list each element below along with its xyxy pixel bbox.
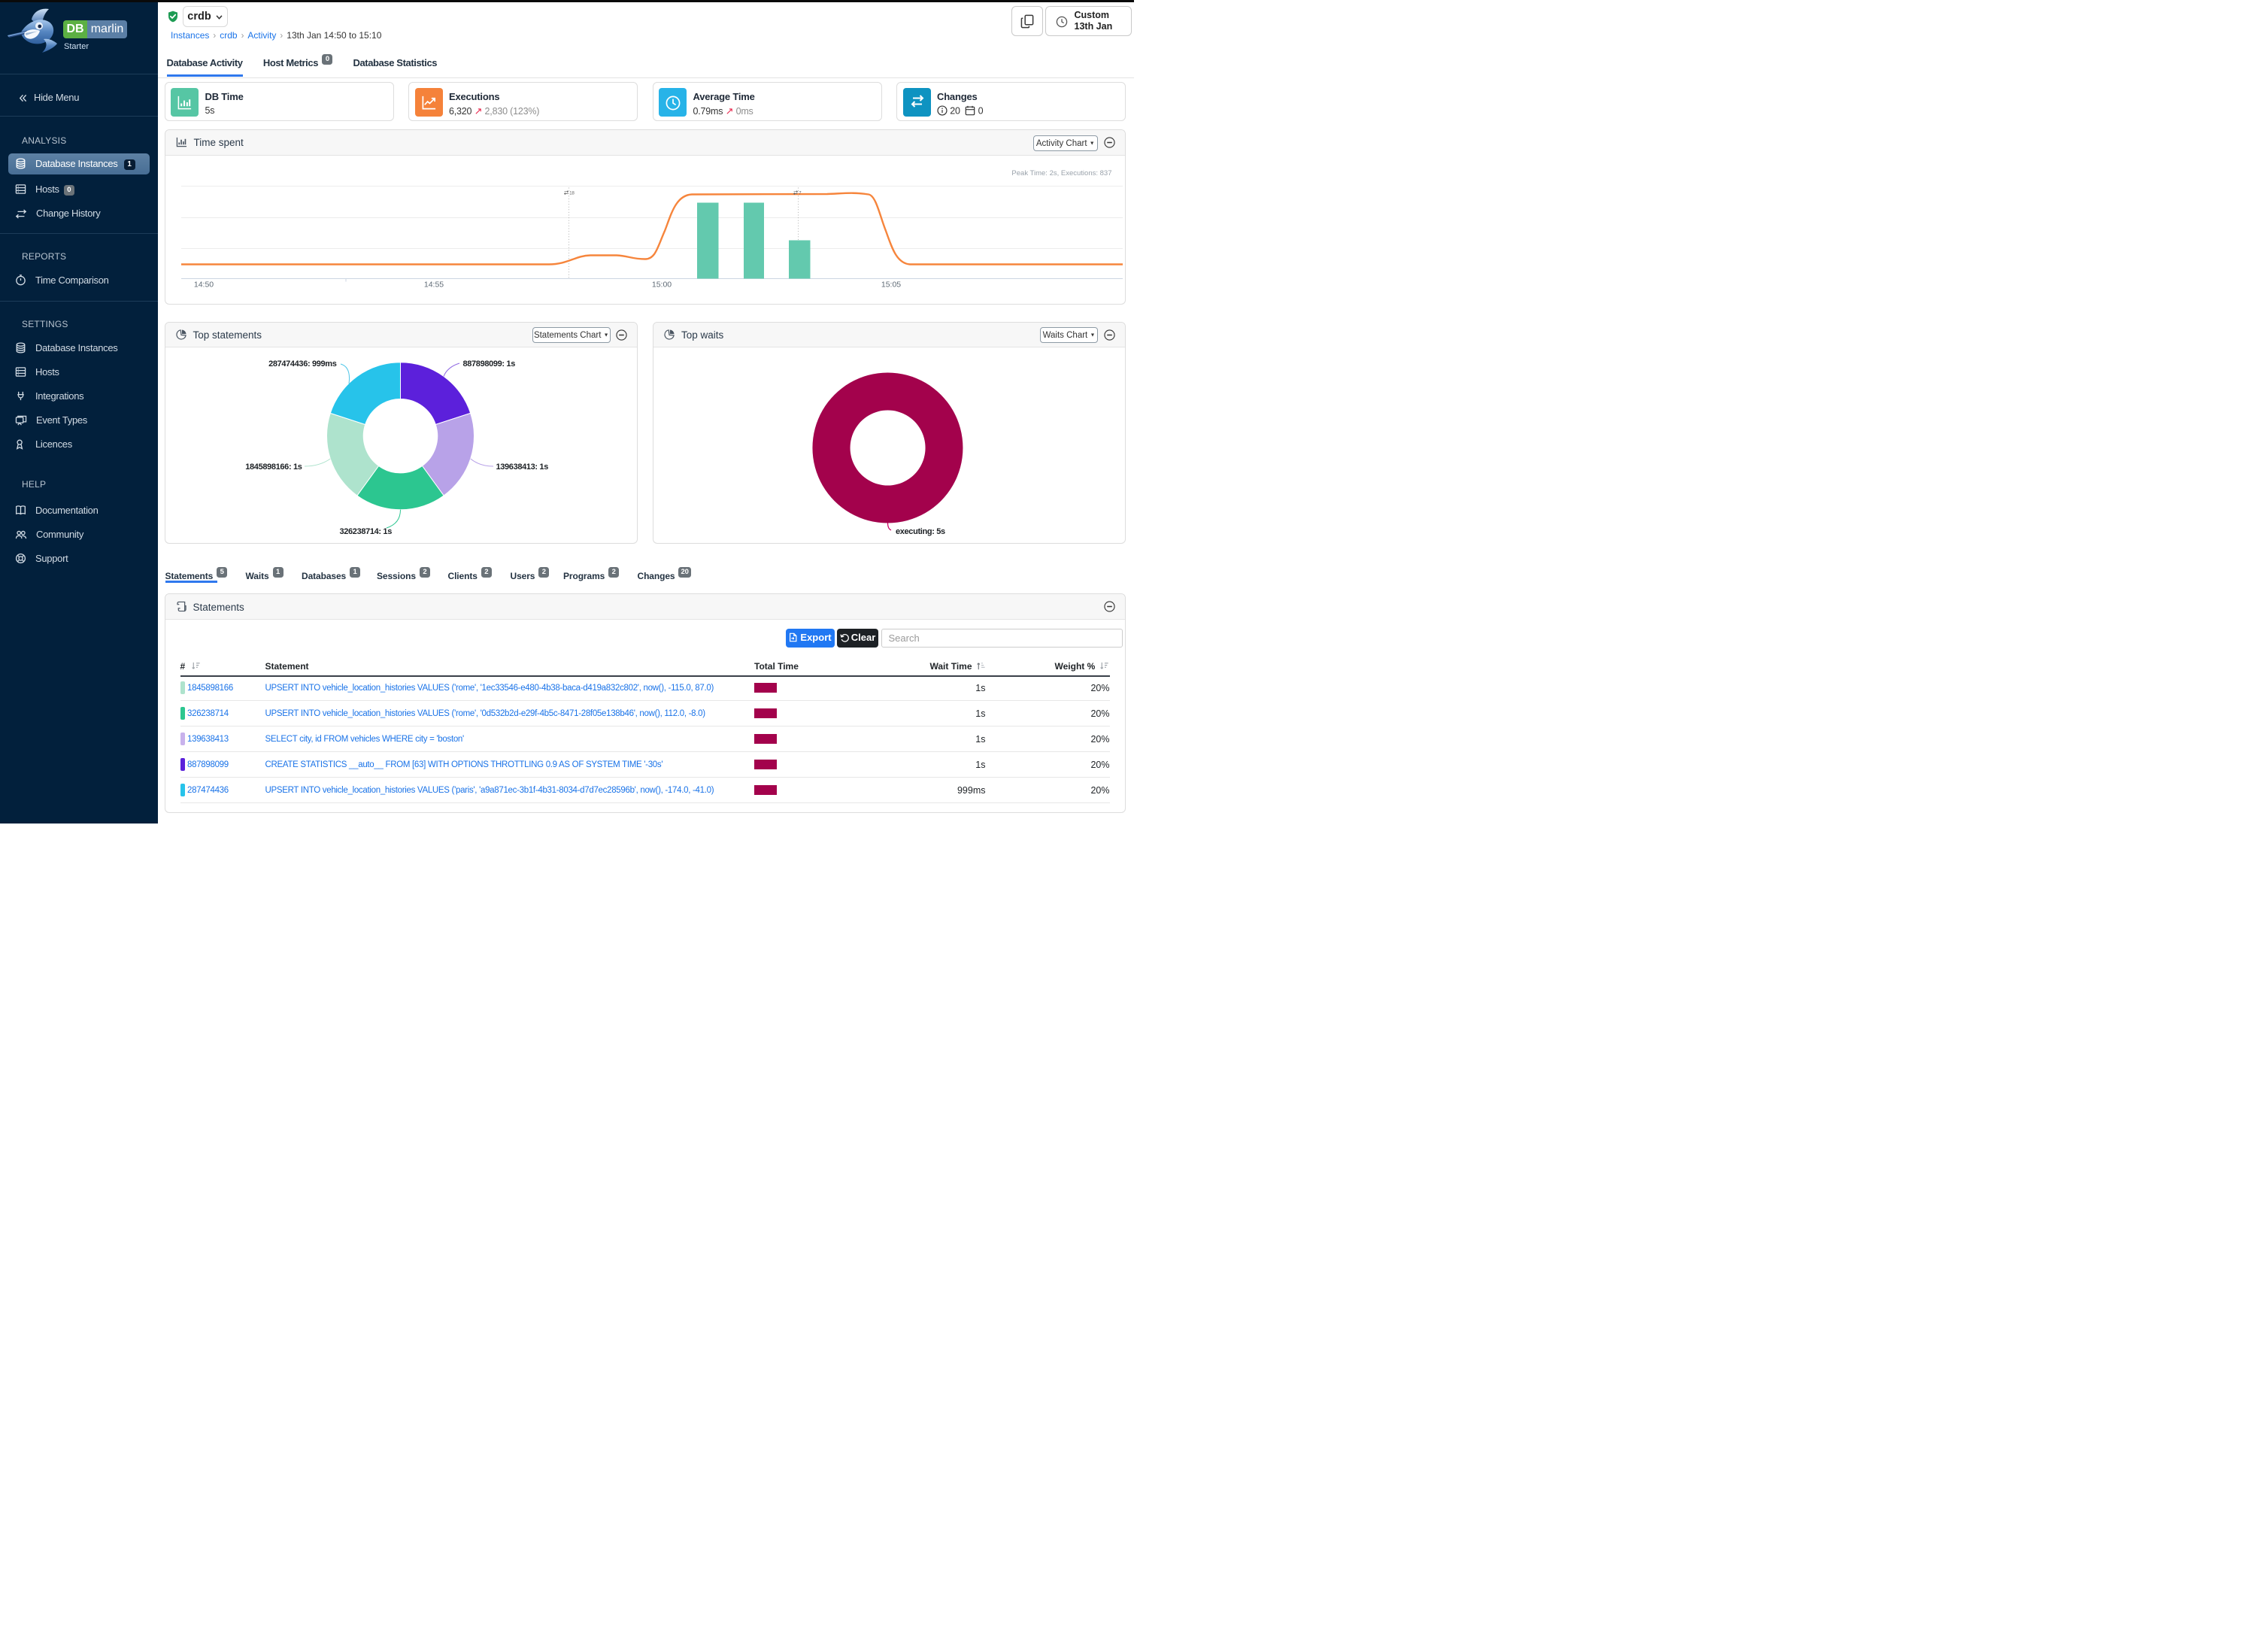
svg-text:287474436: 999ms: 287474436: 999ms xyxy=(268,359,337,369)
svg-text:14:55: 14:55 xyxy=(423,280,443,289)
svg-text:14:50: 14:50 xyxy=(193,280,213,289)
svg-text:139638413: 1s: 139638413: 1s xyxy=(496,463,548,472)
svg-text:15:00: 15:00 xyxy=(651,280,671,289)
svg-text:executing: 5s: executing: 5s xyxy=(896,527,945,536)
svg-text:1845898166: 1s: 1845898166: 1s xyxy=(245,463,302,472)
svg-text:7: 7 xyxy=(799,191,802,196)
svg-text:326238714: 1s: 326238714: 1s xyxy=(339,527,392,536)
svg-text:15:05: 15:05 xyxy=(881,280,900,289)
svg-text:Peak Time: 2s, Executions: 837: Peak Time: 2s, Executions: 837 xyxy=(1011,169,1111,177)
svg-text:18: 18 xyxy=(569,191,575,196)
svg-text:887898099: 1s: 887898099: 1s xyxy=(462,359,515,369)
